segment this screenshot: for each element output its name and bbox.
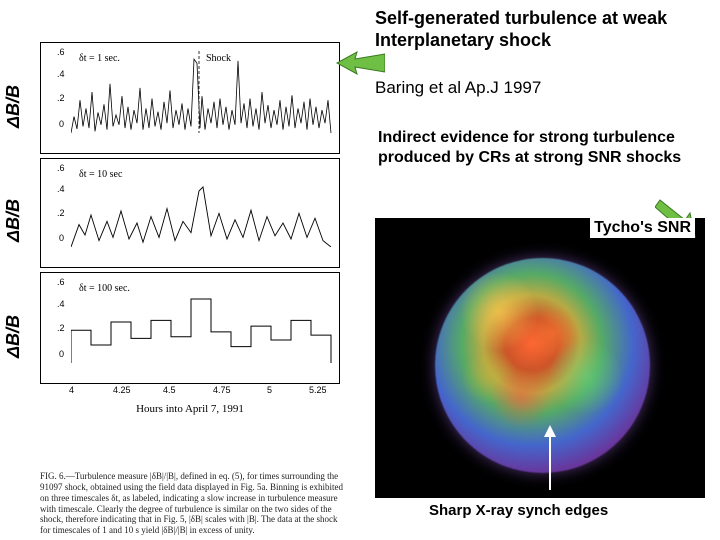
turbulence-figure: ΔB/B ΔB/B ΔB/B δt = 1 sec. Shock 0 .2 .4… — [0, 0, 360, 540]
evidence-text: Indirect evidence for strong turbulence … — [375, 125, 705, 171]
ylabel-panel-1: ΔB/B — [3, 85, 24, 128]
trace-1 — [71, 51, 333, 133]
panel-3: δt = 100 sec. 0 .2 .4 .6 4 4.25 4.5 4.75… — [40, 272, 340, 384]
xray-edges-label: Sharp X-ray synch edges — [425, 501, 612, 520]
citation: Baring et al Ap.J 1997 — [375, 78, 541, 98]
xaxis-label: Hours into April 7, 1991 — [41, 403, 339, 415]
arrow-green-top-icon — [335, 48, 385, 78]
trace-3 — [71, 281, 333, 363]
tycho-label: Tycho's SNR — [590, 218, 695, 238]
ylabel-panel-3: ΔB/B — [3, 315, 24, 358]
panel-2: δt = 10 sec 0 .2 .4 .6 — [40, 158, 340, 268]
arrow-white-icon — [530, 425, 570, 495]
right-panel: Self-generated turbulence at weak Interp… — [365, 0, 715, 540]
trace-2 — [71, 167, 333, 247]
figure-caption: FIG. 6.—Turbulence measure |δB|/|B|, def… — [40, 471, 350, 536]
ylabel-panel-2: ΔB/B — [3, 199, 24, 242]
panel-1: δt = 1 sec. Shock 0 .2 .4 .6 — [40, 42, 340, 154]
page-title: Self-generated turbulence at weak Interp… — [375, 8, 705, 51]
